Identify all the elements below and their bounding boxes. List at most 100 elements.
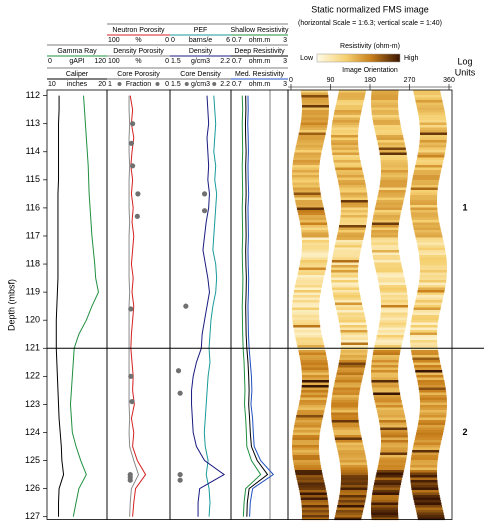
image-texture bbox=[300, 227, 328, 231]
image-texture bbox=[337, 97, 365, 101]
scale-unit: Fraction bbox=[126, 81, 151, 88]
image-texture bbox=[293, 430, 321, 433]
image-texture bbox=[336, 100, 364, 103]
image-texture bbox=[380, 450, 408, 453]
image-texture bbox=[301, 375, 329, 378]
image-texture bbox=[372, 355, 400, 358]
image-texture bbox=[340, 342, 368, 346]
image-texture bbox=[334, 515, 362, 518]
image-texture bbox=[292, 315, 320, 318]
image-texture bbox=[293, 327, 321, 331]
image-texture bbox=[376, 335, 404, 338]
image-frame bbox=[287, 89, 453, 520]
image-texture bbox=[410, 480, 438, 483]
image-texture bbox=[335, 240, 363, 243]
image-texture bbox=[340, 350, 368, 353]
image-texture bbox=[339, 460, 367, 463]
y-tick-label: 125 bbox=[25, 455, 40, 465]
image-texture bbox=[411, 455, 439, 458]
image-texture bbox=[336, 445, 364, 448]
image-texture bbox=[371, 240, 399, 243]
image-texture bbox=[338, 317, 366, 321]
image-texture bbox=[419, 127, 447, 131]
image-texture bbox=[419, 120, 447, 123]
image-texture bbox=[411, 485, 439, 488]
image-texture bbox=[332, 117, 360, 121]
image-texture bbox=[331, 267, 359, 271]
curve bbox=[128, 95, 140, 517]
image-texture bbox=[331, 265, 359, 268]
image-texture bbox=[301, 372, 329, 376]
curve-name: PEF bbox=[194, 27, 208, 34]
image-texture bbox=[294, 425, 322, 428]
image-texture bbox=[301, 230, 329, 233]
image-texture bbox=[371, 360, 399, 363]
image-texture bbox=[341, 205, 368, 208]
curve bbox=[241, 95, 262, 517]
data-point bbox=[183, 303, 189, 309]
image-texture bbox=[293, 465, 321, 468]
image-texture bbox=[371, 105, 399, 108]
image-texture bbox=[340, 480, 368, 483]
image-texture bbox=[413, 445, 441, 448]
image-texture bbox=[295, 147, 323, 151]
scale-min: 100 bbox=[108, 58, 120, 65]
image-texture bbox=[377, 465, 405, 468]
image-texture bbox=[301, 385, 329, 388]
image-texture bbox=[335, 170, 363, 173]
colorbar-label: Resistivity (ohm-m) bbox=[340, 43, 400, 50]
image-texture bbox=[410, 202, 438, 206]
image-texture bbox=[380, 315, 408, 318]
image-texture bbox=[331, 130, 359, 133]
image-texture bbox=[373, 260, 401, 263]
log-units-label: Units bbox=[455, 67, 476, 77]
image-texture bbox=[410, 347, 438, 351]
image-texture bbox=[414, 305, 442, 308]
image-texture bbox=[294, 332, 322, 336]
image-texture bbox=[418, 385, 446, 388]
image-texture bbox=[296, 205, 324, 208]
image-texture bbox=[334, 382, 362, 386]
image-texture bbox=[378, 415, 406, 418]
image-texture bbox=[375, 205, 403, 208]
log-units-label: Log bbox=[457, 56, 472, 66]
image-texture bbox=[335, 302, 363, 306]
image-texture bbox=[294, 150, 322, 153]
image-texture bbox=[411, 182, 439, 186]
image-texture bbox=[419, 122, 447, 126]
image-texture bbox=[412, 312, 440, 316]
image-texture bbox=[340, 330, 368, 333]
image-texture bbox=[411, 355, 439, 358]
image-texture bbox=[301, 105, 329, 108]
image-texture bbox=[296, 477, 324, 481]
image-texture bbox=[292, 297, 320, 301]
image-texture bbox=[301, 240, 329, 243]
image-texture bbox=[297, 137, 325, 141]
scale-max: 0 bbox=[165, 58, 169, 65]
data-point bbox=[177, 477, 183, 483]
image-texture bbox=[340, 482, 368, 486]
image-texture bbox=[331, 412, 359, 416]
image-texture bbox=[300, 395, 328, 398]
image-texture bbox=[293, 290, 321, 293]
image-texture bbox=[413, 90, 441, 93]
image-texture bbox=[298, 267, 326, 271]
image-texture bbox=[419, 135, 447, 138]
image-texture bbox=[376, 410, 404, 413]
curve bbox=[203, 95, 218, 517]
image-texture bbox=[413, 170, 441, 173]
image-texture bbox=[419, 272, 447, 276]
scale-min: 1.5 bbox=[171, 81, 181, 88]
image-texture bbox=[340, 472, 368, 476]
scale-min: 100 bbox=[108, 37, 120, 44]
image-texture bbox=[338, 452, 366, 456]
image-texture bbox=[299, 490, 327, 493]
image-texture bbox=[333, 115, 361, 118]
colorbar bbox=[316, 53, 401, 63]
image-texture bbox=[296, 280, 324, 283]
image-texture bbox=[331, 395, 359, 398]
image-texture bbox=[292, 442, 320, 446]
curve bbox=[69, 95, 99, 517]
orientation-label: Image Orientation bbox=[342, 67, 398, 74]
image-texture bbox=[419, 412, 447, 416]
